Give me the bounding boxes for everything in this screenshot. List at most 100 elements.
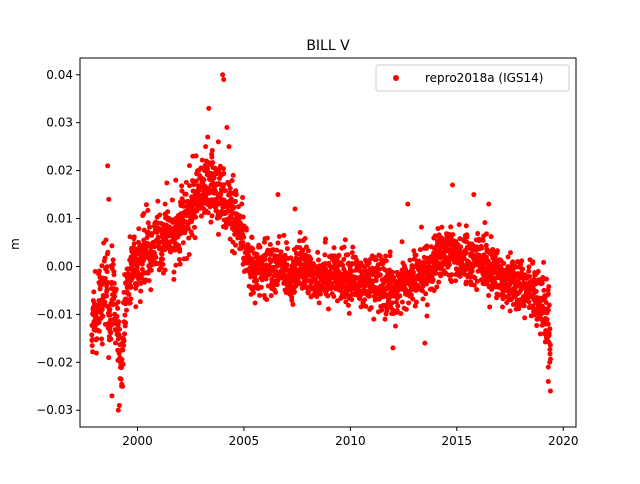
data-point	[230, 172, 236, 178]
y-tick-label: −0.01	[36, 307, 73, 321]
data-point	[420, 296, 426, 302]
data-point	[90, 349, 96, 355]
legend: repro2018a (IGS14)	[375, 64, 570, 92]
data-point	[104, 287, 110, 293]
data-point	[263, 276, 269, 282]
data-point	[220, 166, 226, 172]
data-point	[399, 239, 405, 245]
data-point	[284, 262, 290, 268]
data-point	[240, 214, 246, 220]
data-point	[173, 177, 179, 183]
data-point	[276, 233, 282, 239]
data-point	[122, 312, 128, 318]
data-point	[152, 244, 158, 250]
data-point	[290, 301, 296, 307]
data-point	[176, 256, 182, 262]
data-point	[115, 299, 121, 305]
data-point	[122, 331, 128, 337]
data-point	[162, 201, 168, 207]
data-point	[177, 248, 183, 254]
data-point	[289, 297, 295, 303]
data-point	[458, 244, 464, 250]
data-point	[405, 201, 411, 207]
data-point	[258, 284, 264, 290]
data-point	[377, 272, 383, 278]
data-point	[184, 256, 190, 262]
data-point	[424, 302, 430, 308]
data-point	[173, 262, 179, 268]
data-point	[222, 188, 228, 194]
data-point	[275, 240, 281, 246]
data-point	[413, 252, 419, 258]
data-point	[349, 250, 355, 256]
data-point	[410, 296, 416, 302]
data-point	[193, 214, 199, 220]
data-point	[463, 279, 469, 285]
data-point	[211, 175, 217, 181]
data-point	[117, 326, 123, 332]
data-point	[541, 259, 547, 265]
data-point	[522, 315, 528, 321]
data-point	[393, 323, 399, 329]
data-point	[450, 232, 456, 238]
data-point	[484, 231, 490, 237]
data-point	[547, 326, 553, 332]
data-point	[314, 294, 320, 300]
data-point	[418, 224, 424, 230]
data-point	[128, 284, 134, 290]
data-point	[305, 248, 311, 254]
data-point	[424, 313, 430, 319]
data-point	[127, 300, 133, 306]
data-point	[345, 302, 351, 308]
data-point	[413, 299, 419, 305]
data-point	[300, 247, 306, 253]
x-tick-label: 2015	[442, 434, 473, 448]
data-point	[108, 336, 114, 342]
data-point	[410, 269, 416, 275]
x-axis-ticks: 2000 2005 2010 2015 2020	[122, 427, 579, 448]
data-point	[186, 252, 192, 257]
data-point	[388, 280, 394, 286]
data-point	[106, 196, 112, 202]
data-point	[89, 332, 95, 338]
data-point	[339, 284, 345, 290]
data-point	[147, 224, 153, 230]
data-point	[545, 364, 551, 370]
data-point	[342, 237, 348, 243]
data-point	[308, 256, 314, 262]
data-point	[390, 269, 396, 275]
data-point	[209, 147, 215, 153]
data-point	[116, 319, 122, 325]
data-point	[501, 261, 507, 267]
data-point	[403, 306, 409, 312]
data-point	[107, 312, 113, 318]
data-points	[89, 72, 553, 413]
data-point	[363, 303, 369, 309]
data-point	[380, 261, 386, 267]
data-point	[479, 245, 485, 251]
data-point	[99, 336, 105, 342]
data-point	[275, 192, 281, 198]
data-point	[519, 258, 525, 264]
data-point	[494, 295, 500, 301]
data-point	[96, 320, 102, 326]
data-point	[139, 276, 145, 282]
data-point	[145, 220, 151, 226]
data-point	[186, 235, 192, 241]
data-point	[281, 232, 287, 238]
data-point	[138, 288, 144, 294]
y-axis-label: m	[8, 238, 22, 250]
data-point	[171, 276, 177, 282]
data-point	[377, 253, 383, 259]
data-point	[103, 293, 109, 299]
data-point	[345, 252, 351, 258]
data-point	[371, 316, 377, 322]
data-point	[439, 235, 445, 241]
data-point	[266, 263, 272, 269]
x-tick-label: 2010	[335, 434, 366, 448]
data-point	[535, 269, 541, 275]
data-point	[112, 293, 118, 299]
data-point	[257, 244, 263, 250]
data-point	[257, 292, 263, 298]
